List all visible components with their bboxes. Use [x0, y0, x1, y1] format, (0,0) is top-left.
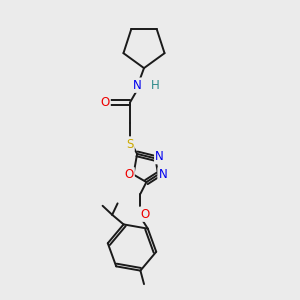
- Text: H: H: [151, 79, 160, 92]
- Text: N: N: [133, 79, 142, 92]
- Text: S: S: [126, 137, 134, 151]
- Text: N: N: [155, 150, 164, 163]
- Text: N: N: [158, 168, 167, 181]
- Text: O: O: [124, 168, 134, 181]
- Text: O: O: [140, 208, 149, 221]
- Text: O: O: [100, 96, 109, 109]
